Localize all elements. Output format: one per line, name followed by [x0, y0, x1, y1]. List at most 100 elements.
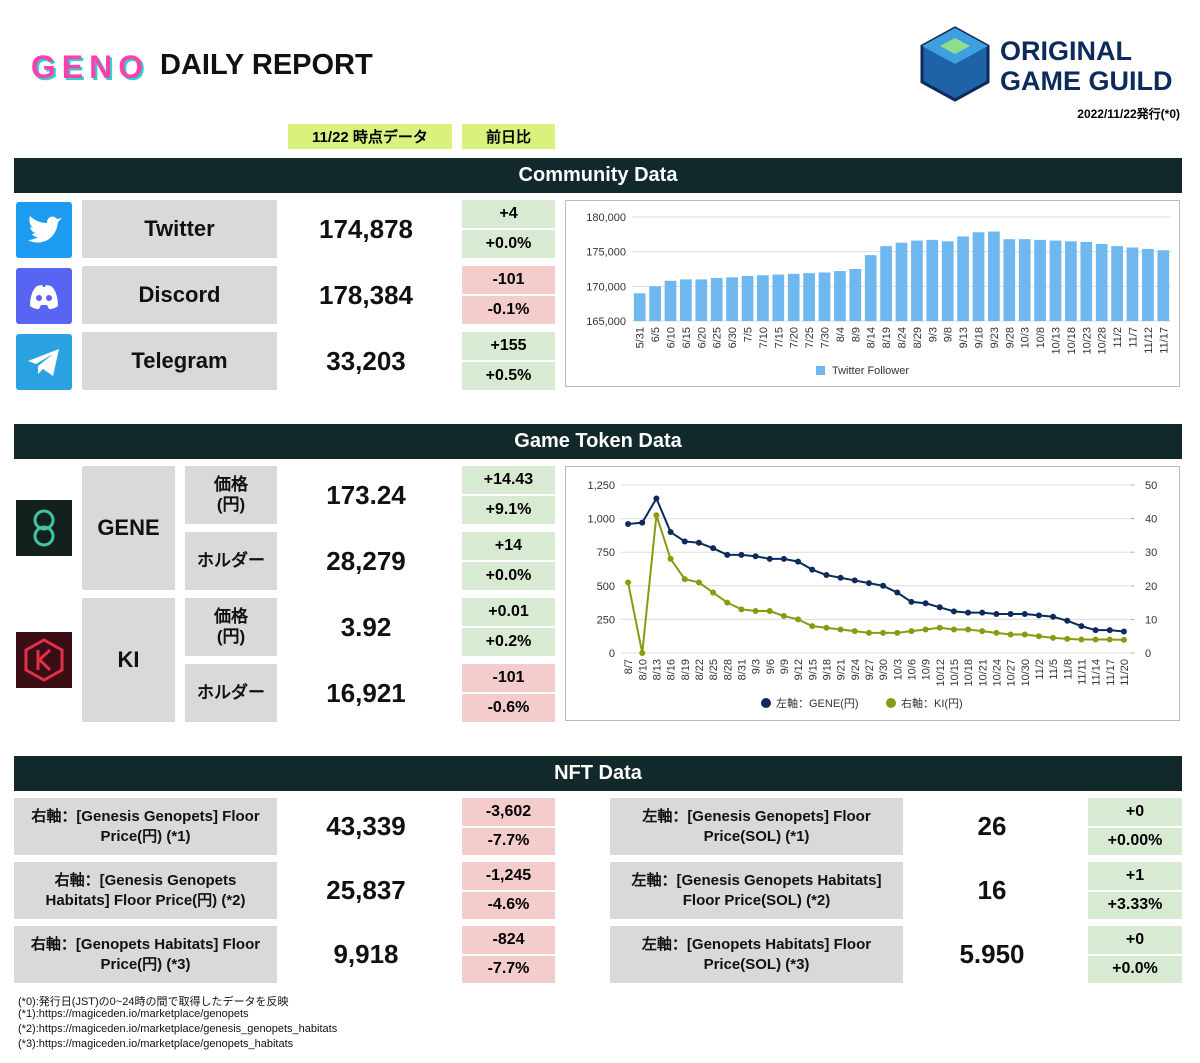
x-tick-label: 10/3 [892, 659, 904, 680]
point [780, 555, 787, 562]
bar [680, 279, 692, 321]
y2-tick-label: 30 [1145, 547, 1157, 559]
y-tick-label: 170,000 [586, 281, 626, 293]
chart-frame: 165,000 170,000 175,000 180,000 5/31 6/5 6/10 6… [565, 200, 1180, 387]
y-tick-label: 165,000 [586, 316, 626, 328]
point [1092, 627, 1099, 634]
point [851, 628, 858, 635]
point [795, 558, 802, 565]
x-tick-label: 11/11 [1076, 659, 1088, 685]
change: +0 [1088, 798, 1182, 826]
bar [1003, 239, 1016, 321]
brand: GAME GUILD [1000, 65, 1173, 96]
change: +1 [1088, 862, 1182, 890]
column-header: 11/22 時点データ [288, 124, 452, 149]
row-value: 26 [977, 811, 1007, 841]
x-tick-label: 11/8 [1062, 659, 1074, 680]
point [950, 608, 957, 615]
bar [1080, 241, 1093, 321]
change-percent: +0.00% [1088, 827, 1182, 855]
x-tick-label: 8/19 [881, 327, 893, 348]
point [894, 629, 901, 636]
row-label: 右軸：[Genesis Genopets Habitats] Floor Pri… [14, 862, 277, 919]
x-tick-label: 10/30 [1020, 659, 1032, 687]
x-tick-label: 5/31 [635, 327, 647, 348]
legend-label: 右軸：KI(円) [901, 696, 963, 710]
change: +0 [1088, 926, 1182, 954]
x-tick-label: 11/5 [1048, 659, 1060, 680]
row-label: 左軸：[Genesis Genopets] Floor Price(SOL) (… [610, 798, 903, 855]
point [1120, 628, 1127, 635]
x-tick-label: 10/18 [1066, 327, 1078, 355]
row-label: 左軸：[Genopets Habitats] Floor Price(SOL) … [610, 926, 903, 983]
x-tick-label: 8/13 [651, 659, 663, 680]
legend-label: 左軸：GENE(円) [776, 696, 859, 710]
section-header: Game Token Data [14, 424, 1182, 459]
x-tick-label: 11/2 [1112, 327, 1124, 348]
point [1035, 633, 1042, 640]
telegram-icon [16, 334, 72, 390]
bar [1065, 241, 1077, 321]
x-tick-label: 10/6 [906, 659, 918, 680]
x-tick-label: 9/24 [850, 659, 862, 680]
chart-frame: 0 250 500 750 1,000 1,250 0 10 20 30 40 50 8/7 8/10 8/… [565, 466, 1180, 721]
y-tick-label: 1,250 [587, 480, 615, 492]
x-tick-label: 9/18 [821, 659, 833, 680]
change: +14 [462, 532, 555, 560]
point [837, 574, 844, 581]
point [1050, 634, 1057, 641]
point [1035, 612, 1042, 619]
row-value: 178,384 [319, 279, 413, 310]
x-tick-label: 10/23 [1081, 327, 1093, 355]
x-tick-label: 6/25 [712, 327, 724, 348]
x-tick-label: 11/14 [1091, 659, 1103, 686]
bar [926, 239, 939, 321]
point [894, 589, 901, 596]
point [809, 623, 816, 630]
row-label: 左軸：[Genesis Genopets Habitats] Floor Pri… [610, 862, 903, 919]
row-label: Telegram [82, 332, 277, 390]
point [993, 629, 1000, 636]
bar [1049, 240, 1062, 321]
x-tick-label: 10/15 [949, 659, 961, 687]
change-percent: +3.33% [1088, 891, 1182, 919]
y2-tick-label: 0 [1145, 648, 1151, 660]
point [738, 551, 745, 558]
point [1007, 631, 1014, 638]
row-value: 5.950 [959, 939, 1025, 969]
change-percent: +0.5% [462, 362, 555, 390]
x-tick-label: 10/21 [977, 659, 989, 687]
bar [1034, 239, 1046, 321]
y2-tick-label: 10 [1145, 614, 1157, 626]
bar [633, 293, 646, 321]
x-tick-label: 8/31 [736, 659, 748, 680]
y-tick-label: 250 [597, 614, 615, 626]
x-tick-label: 6/15 [681, 327, 693, 348]
point [695, 539, 702, 546]
x-tick-label: 8/10 [637, 659, 649, 680]
point [639, 650, 646, 656]
x-tick-label: 11/20 [1119, 659, 1131, 686]
point [1106, 627, 1113, 634]
x-tick-label: 8/4 [835, 327, 847, 342]
row-label: ホルダー [185, 664, 277, 722]
bar [1142, 248, 1154, 321]
bar [849, 269, 862, 321]
row-value: 16,921 [326, 677, 406, 708]
y-tick-label: 180,000 [586, 212, 626, 224]
token-name: GENE [82, 466, 175, 590]
point [851, 577, 858, 584]
x-tick-label: 10/27 [1006, 659, 1018, 687]
change-percent: +0.2% [462, 628, 555, 656]
point [710, 545, 717, 552]
point [837, 626, 844, 633]
point [724, 551, 731, 558]
row-value: 28,279 [326, 545, 406, 576]
bar [834, 271, 846, 321]
point [823, 572, 830, 579]
bar [1095, 244, 1108, 321]
x-tick-label: 10/28 [1097, 327, 1109, 355]
x-tick-label: 10/3 [1020, 327, 1032, 348]
